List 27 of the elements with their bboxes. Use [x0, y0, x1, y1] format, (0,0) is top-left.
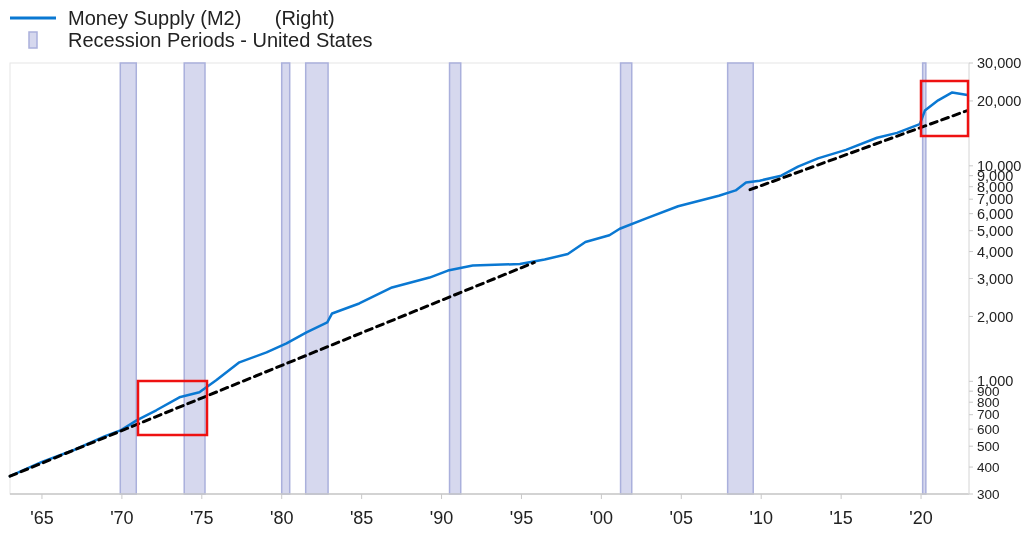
x-tick-label: '05: [669, 508, 694, 528]
y-tick-label: 10,000: [977, 157, 1022, 174]
x-tick-label: '10: [749, 508, 773, 528]
y-tick-label: 700: [977, 407, 1000, 423]
y-tick-label: 300: [977, 486, 1000, 502]
y-tick-label: 5,000: [977, 222, 1014, 239]
legend-label: Money Supply (M2) (Right): [68, 7, 335, 29]
x-tick-label: '95: [509, 508, 534, 528]
x-tick-label: '15: [829, 508, 853, 528]
x-tick-label: '75: [190, 508, 214, 528]
y-tick-label: 20,000: [977, 93, 1022, 110]
y-tick-label: 6,000: [977, 205, 1014, 222]
x-tick-label: '80: [269, 508, 294, 528]
y-tick-label: 30,000: [977, 55, 1022, 72]
x-tick-label: '90: [429, 508, 454, 528]
y-tick-label: 600: [977, 421, 1000, 437]
x-tick-label: '20: [909, 508, 933, 528]
x-tick-label: '70: [110, 508, 134, 528]
y-tick-label: 500: [977, 438, 1000, 454]
x-tick-label: '65: [30, 508, 54, 528]
x-tick-label: '85: [349, 508, 374, 528]
x-tick-label: '00: [589, 508, 614, 528]
y-tick-label: 3,000: [977, 270, 1014, 287]
legend-label: Recession Periods - United States: [68, 29, 373, 51]
y-tick-label: 400: [977, 459, 1000, 475]
y-tick-label: 2,000: [977, 308, 1014, 325]
y-tick-label: 4,000: [977, 243, 1014, 260]
